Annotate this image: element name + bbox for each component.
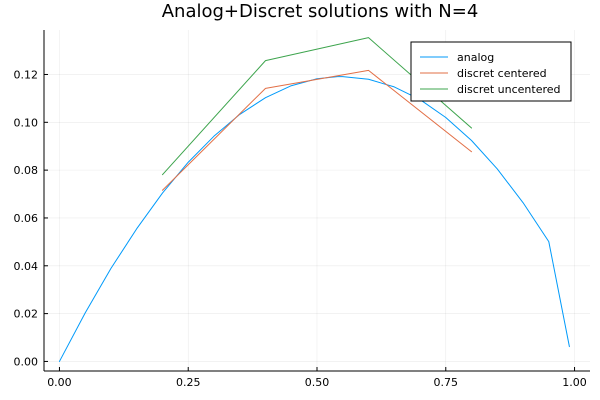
series-line-2: [161, 69, 473, 191]
y-tick-label: 0.00: [14, 355, 39, 368]
legend-label: discret uncentered: [457, 83, 561, 96]
y-tick-label: 0.10: [14, 116, 39, 129]
x-tick-label: 0.00: [47, 376, 72, 389]
series-line-1: [58, 76, 570, 362]
chart-title: Analog+Discret solutions with N=4: [162, 1, 479, 22]
x-tick-label: 0.75: [434, 376, 459, 389]
axes: 0.00 0.25 0.50 0.75 1.00 0.00 0.02 0.04 0.06 0.08…: [14, 30, 590, 389]
legend-label: analog: [457, 51, 494, 64]
legend-label: discret centered: [457, 67, 547, 80]
x-tick-label: 0.25: [176, 376, 201, 389]
y-tick-label: 0.08: [14, 164, 39, 177]
grid-lines: [44, 30, 590, 371]
y-tick-label: 0.02: [14, 308, 39, 321]
y-tick-label: 0.12: [14, 68, 39, 81]
y-tick-label: 0.04: [14, 260, 39, 273]
legend: analog discret centered discret uncentered: [410, 41, 572, 102]
y-tick-label: 0.06: [14, 212, 39, 225]
legend-box: [410, 41, 572, 102]
x-tick-label: 1.00: [562, 376, 587, 389]
x-tick-label: 0.50: [305, 376, 330, 389]
